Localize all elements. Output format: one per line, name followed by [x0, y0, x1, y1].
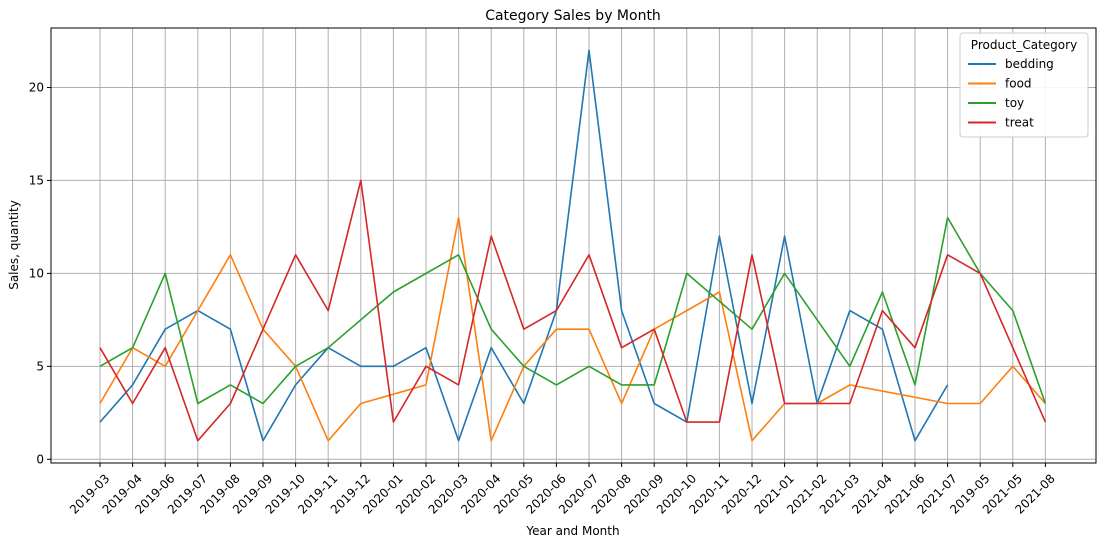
chart-title: Category Sales by Month	[485, 8, 661, 24]
legend: Product_Category bedding food toy treat	[959, 32, 1089, 138]
legend-label-bedding: bedding	[1005, 57, 1054, 71]
legend-box	[959, 32, 1089, 138]
series-line-treat	[99, 179, 1047, 442]
y-tick-label: 0	[36, 452, 44, 466]
y-tick-label: 10	[29, 266, 44, 280]
y-tick-label: 15	[29, 173, 44, 187]
series-line-food	[99, 216, 1047, 442]
legend-title: Product_Category	[971, 38, 1077, 52]
legend-label-food: food	[1005, 77, 1032, 91]
y-tick-label: 20	[29, 80, 44, 94]
x-axis-label: Year and Month	[525, 524, 619, 538]
y-axis-label: Sales, quantity	[7, 200, 21, 290]
y-axis: 0 5 10 15 20	[29, 80, 51, 466]
legend-items: bedding food toy treat	[968, 57, 1054, 130]
plot-frame	[50, 27, 1097, 464]
y-tick-label: 5	[36, 359, 44, 373]
grid	[51, 28, 1096, 463]
series-line-toy	[99, 216, 1047, 405]
legend-label-treat: treat	[1005, 116, 1034, 130]
legend-label-toy: toy	[1005, 96, 1024, 110]
series-lines	[99, 49, 1047, 442]
series-line-bedding	[99, 49, 949, 442]
